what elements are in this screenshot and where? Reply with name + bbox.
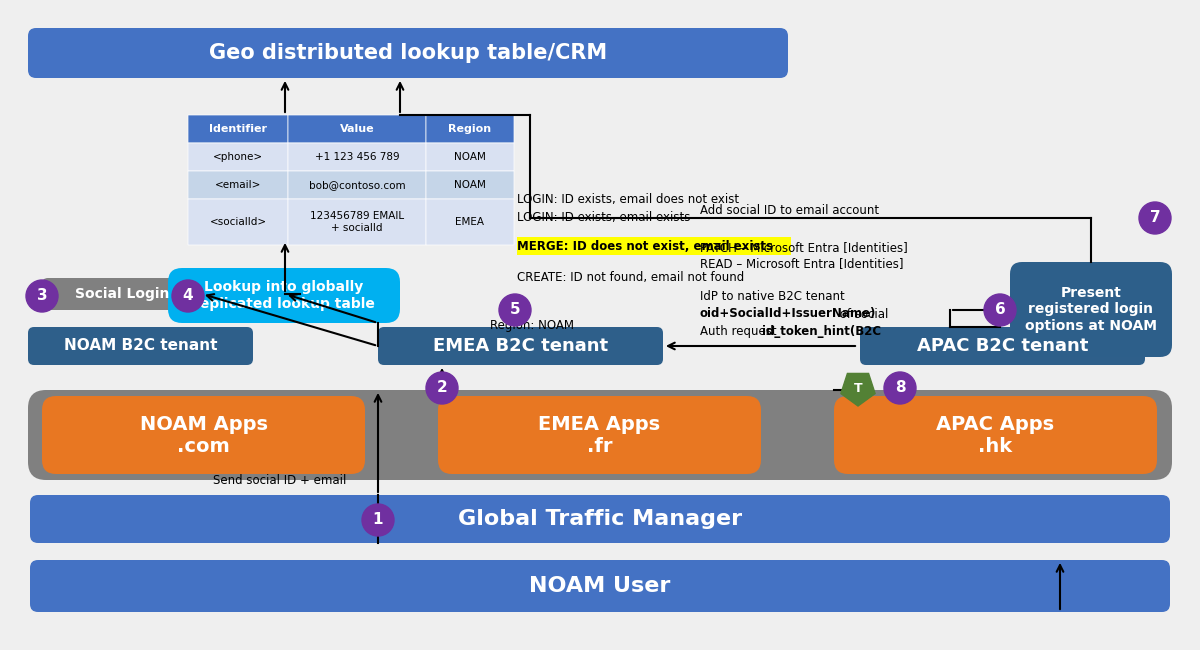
FancyBboxPatch shape <box>378 327 662 365</box>
Text: 8: 8 <box>895 380 905 395</box>
FancyBboxPatch shape <box>30 495 1170 543</box>
Text: bob@contoso.com: bob@contoso.com <box>308 180 406 190</box>
Text: Social Login: Social Login <box>74 287 169 301</box>
FancyBboxPatch shape <box>28 327 253 365</box>
Text: 1: 1 <box>373 512 383 528</box>
FancyBboxPatch shape <box>288 115 426 143</box>
FancyBboxPatch shape <box>438 396 761 474</box>
Text: <socialId>: <socialId> <box>210 217 266 227</box>
Text: 6: 6 <box>995 302 1006 317</box>
FancyBboxPatch shape <box>834 396 1157 474</box>
FancyBboxPatch shape <box>188 115 288 143</box>
Text: APAC B2C tenant: APAC B2C tenant <box>917 337 1088 355</box>
Circle shape <box>499 294 530 326</box>
Text: EMEA B2C tenant: EMEA B2C tenant <box>433 337 608 355</box>
Text: Global Traffic Manager: Global Traffic Manager <box>458 509 742 529</box>
Text: Send social ID + email: Send social ID + email <box>214 473 347 486</box>
Circle shape <box>884 372 916 404</box>
FancyBboxPatch shape <box>288 171 426 199</box>
Text: NOAM User: NOAM User <box>529 576 671 596</box>
Text: Region: NOAM: Region: NOAM <box>490 320 574 333</box>
FancyBboxPatch shape <box>426 115 514 143</box>
Circle shape <box>172 280 204 312</box>
Text: Add social ID to email account: Add social ID to email account <box>700 203 880 216</box>
Text: 123456789 EMAIL
+ socialId: 123456789 EMAIL + socialId <box>310 211 404 233</box>
Circle shape <box>26 280 58 312</box>
Text: Identifier: Identifier <box>209 124 266 134</box>
FancyBboxPatch shape <box>30 560 1170 612</box>
FancyBboxPatch shape <box>1010 262 1172 357</box>
Circle shape <box>1139 202 1171 234</box>
FancyBboxPatch shape <box>426 143 514 171</box>
Text: id_token_hint(B2C: id_token_hint(B2C <box>762 326 881 339</box>
Text: of social: of social <box>836 307 888 320</box>
FancyBboxPatch shape <box>168 268 400 323</box>
Text: <phone>: <phone> <box>212 152 263 162</box>
Text: Present
registered login
options at NOAM: Present registered login options at NOAM <box>1025 286 1157 333</box>
Text: READ – Microsoft Entra [Identities]: READ – Microsoft Entra [Identities] <box>700 257 904 270</box>
FancyBboxPatch shape <box>426 171 514 199</box>
FancyBboxPatch shape <box>188 143 288 171</box>
FancyBboxPatch shape <box>426 199 514 245</box>
Text: 5: 5 <box>510 302 521 317</box>
Circle shape <box>984 294 1016 326</box>
Text: NOAM: NOAM <box>454 152 486 162</box>
Text: 3: 3 <box>37 289 47 304</box>
Text: Region: Region <box>449 124 492 134</box>
FancyBboxPatch shape <box>288 199 426 245</box>
Text: Auth request: Auth request <box>700 326 780 339</box>
Text: LOGIN: ID exists, email does not exist: LOGIN: ID exists, email does not exist <box>517 194 739 207</box>
Text: APAC Apps
.hk: APAC Apps .hk <box>936 415 1055 456</box>
FancyBboxPatch shape <box>860 327 1145 365</box>
FancyBboxPatch shape <box>517 237 791 255</box>
Text: 4: 4 <box>182 289 193 304</box>
Text: PATCH – Microsoft Entra [Identities]: PATCH – Microsoft Entra [Identities] <box>700 242 907 255</box>
FancyBboxPatch shape <box>42 396 365 474</box>
Circle shape <box>362 504 394 536</box>
Text: MERGE: ID does not exist, email exists: MERGE: ID does not exist, email exists <box>517 240 773 254</box>
FancyBboxPatch shape <box>28 390 1172 480</box>
Text: NOAM: NOAM <box>454 180 486 190</box>
Text: <email>: <email> <box>215 180 262 190</box>
Circle shape <box>426 372 458 404</box>
Text: 7: 7 <box>1150 211 1160 226</box>
Text: IdP to native B2C tenant: IdP to native B2C tenant <box>700 289 845 302</box>
FancyBboxPatch shape <box>28 28 788 78</box>
FancyBboxPatch shape <box>288 143 426 171</box>
FancyBboxPatch shape <box>42 278 202 310</box>
Text: EMEA Apps
.fr: EMEA Apps .fr <box>539 415 660 456</box>
Text: LOGIN: ID exists, email exists: LOGIN: ID exists, email exists <box>517 211 690 224</box>
Text: CREATE: ID not found, email not found: CREATE: ID not found, email not found <box>517 272 744 285</box>
FancyBboxPatch shape <box>188 199 288 245</box>
Text: T: T <box>853 382 863 395</box>
Text: Value: Value <box>340 124 374 134</box>
Text: +1 123 456 789: +1 123 456 789 <box>314 152 400 162</box>
Text: Geo distributed lookup table/CRM: Geo distributed lookup table/CRM <box>209 43 607 63</box>
Text: 2: 2 <box>437 380 448 395</box>
Text: Lookup into globally
replicated lookup table: Lookup into globally replicated lookup t… <box>193 280 374 311</box>
FancyBboxPatch shape <box>188 171 288 199</box>
Text: oid+SocialId+IssuerName): oid+SocialId+IssuerName) <box>700 307 876 320</box>
Text: EMEA: EMEA <box>456 217 485 227</box>
Text: NOAM B2C tenant: NOAM B2C tenant <box>64 339 217 354</box>
Text: NOAM Apps
.com: NOAM Apps .com <box>139 415 268 456</box>
